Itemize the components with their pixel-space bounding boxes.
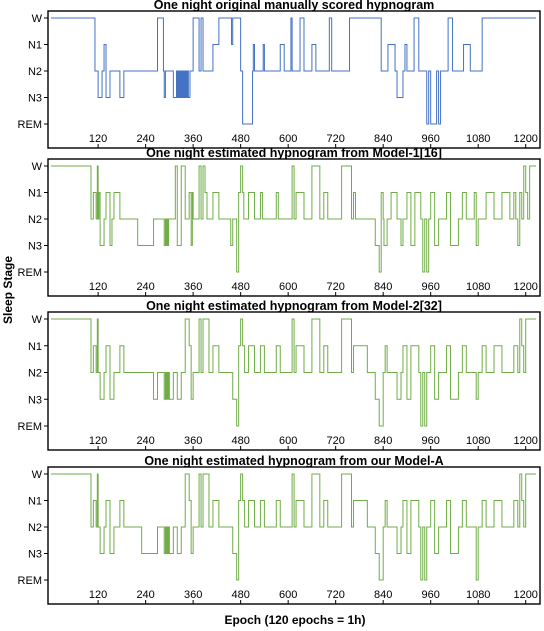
- x-tick-label: 840: [374, 133, 392, 145]
- x-tick-label: 960: [422, 281, 440, 293]
- y-tick-label: N1: [28, 40, 42, 52]
- y-tick-label: W: [32, 161, 43, 173]
- panel-3: One night estimated hypnogram from Model…: [18, 299, 541, 451]
- x-tick-label: 120: [89, 281, 107, 293]
- x-tick-label: 960: [422, 435, 440, 447]
- x-tick-label: 840: [374, 589, 392, 601]
- panel-title: One night estimated hypnogram from Model…: [146, 146, 442, 160]
- y-tick-label: W: [32, 314, 43, 326]
- x-tick-label: 1200: [513, 281, 537, 293]
- x-tick-label: 360: [184, 589, 202, 601]
- y-tick-label: REM: [18, 119, 42, 131]
- x-tick-label: 360: [184, 281, 202, 293]
- y-tick-label: W: [32, 13, 43, 25]
- hypnogram-series-line: [51, 473, 536, 581]
- x-tick-label: 240: [136, 133, 154, 145]
- x-tick-label: 240: [136, 281, 154, 293]
- x-tick-label: 1200: [513, 589, 537, 601]
- x-tick-label: 360: [184, 435, 202, 447]
- x-tick-label: 120: [89, 435, 107, 447]
- panel-title: One night estimated hypnogram from Model…: [146, 299, 442, 313]
- x-tick-label: 480: [231, 589, 249, 601]
- y-tick-label: REM: [18, 421, 42, 433]
- x-tick-label: 480: [231, 133, 249, 145]
- x-tick-label: 480: [231, 281, 249, 293]
- y-tick-label: REM: [18, 575, 42, 587]
- x-tick-label: 720: [326, 435, 344, 447]
- y-tick-label: N2: [28, 66, 42, 78]
- x-tick-label: 840: [374, 281, 392, 293]
- x-tick-label: 240: [136, 435, 154, 447]
- plot-frame: [47, 10, 541, 149]
- y-tick-label: N1: [28, 188, 42, 200]
- panel-title: One night original manually scored hypno…: [154, 0, 435, 12]
- hypnogram-series-line: [51, 318, 536, 427]
- x-tick-label: 480: [231, 435, 249, 447]
- x-tick-label: 1200: [513, 435, 537, 447]
- x-tick-label: 600: [279, 281, 297, 293]
- x-tick-label: 120: [89, 589, 107, 601]
- x-tick-label: 960: [422, 133, 440, 145]
- x-tick-label: 720: [326, 281, 344, 293]
- y-tick-label: N2: [28, 522, 42, 534]
- x-tick-label: 120: [89, 133, 107, 145]
- x-axis-label: Epoch (120 epochs = 1h): [224, 613, 365, 627]
- y-tick-label: N3: [28, 549, 42, 561]
- x-tick-label: 600: [279, 435, 297, 447]
- y-tick-label: N1: [28, 341, 42, 353]
- plot-frame: [47, 158, 541, 297]
- plot-frame: [47, 311, 541, 451]
- y-tick-label: N1: [28, 496, 42, 508]
- x-tick-label: 840: [374, 435, 392, 447]
- y-tick-label: REM: [18, 267, 42, 279]
- y-axis-label: Sleep Stage: [1, 256, 15, 324]
- y-tick-label: N3: [28, 394, 42, 406]
- x-tick-label: 1080: [466, 133, 490, 145]
- plot-frame: [47, 466, 541, 605]
- x-tick-label: 1080: [466, 589, 490, 601]
- x-tick-label: 600: [279, 133, 297, 145]
- x-tick-label: 1200: [513, 133, 537, 145]
- y-tick-label: N3: [28, 241, 42, 253]
- panel-1: One night original manually scored hypno…: [18, 0, 541, 149]
- y-tick-label: W: [32, 469, 43, 481]
- hypnogram-series-line: [51, 17, 536, 125]
- x-tick-label: 600: [279, 589, 297, 601]
- y-tick-label: N2: [28, 368, 42, 380]
- x-tick-label: 240: [136, 589, 154, 601]
- panel-title: One night estimated hypnogram from our M…: [144, 454, 443, 468]
- y-tick-label: N3: [28, 93, 42, 105]
- hypnogram-series-line: [51, 165, 536, 273]
- x-tick-label: 1080: [466, 435, 490, 447]
- x-tick-label: 1080: [466, 281, 490, 293]
- x-tick-label: 720: [326, 133, 344, 145]
- x-tick-label: 360: [184, 133, 202, 145]
- panel-2: One night estimated hypnogram from Model…: [18, 146, 541, 297]
- panel-4: One night estimated hypnogram from our M…: [18, 454, 541, 605]
- x-tick-label: 960: [422, 589, 440, 601]
- y-tick-label: N2: [28, 214, 42, 226]
- x-tick-label: 720: [326, 589, 344, 601]
